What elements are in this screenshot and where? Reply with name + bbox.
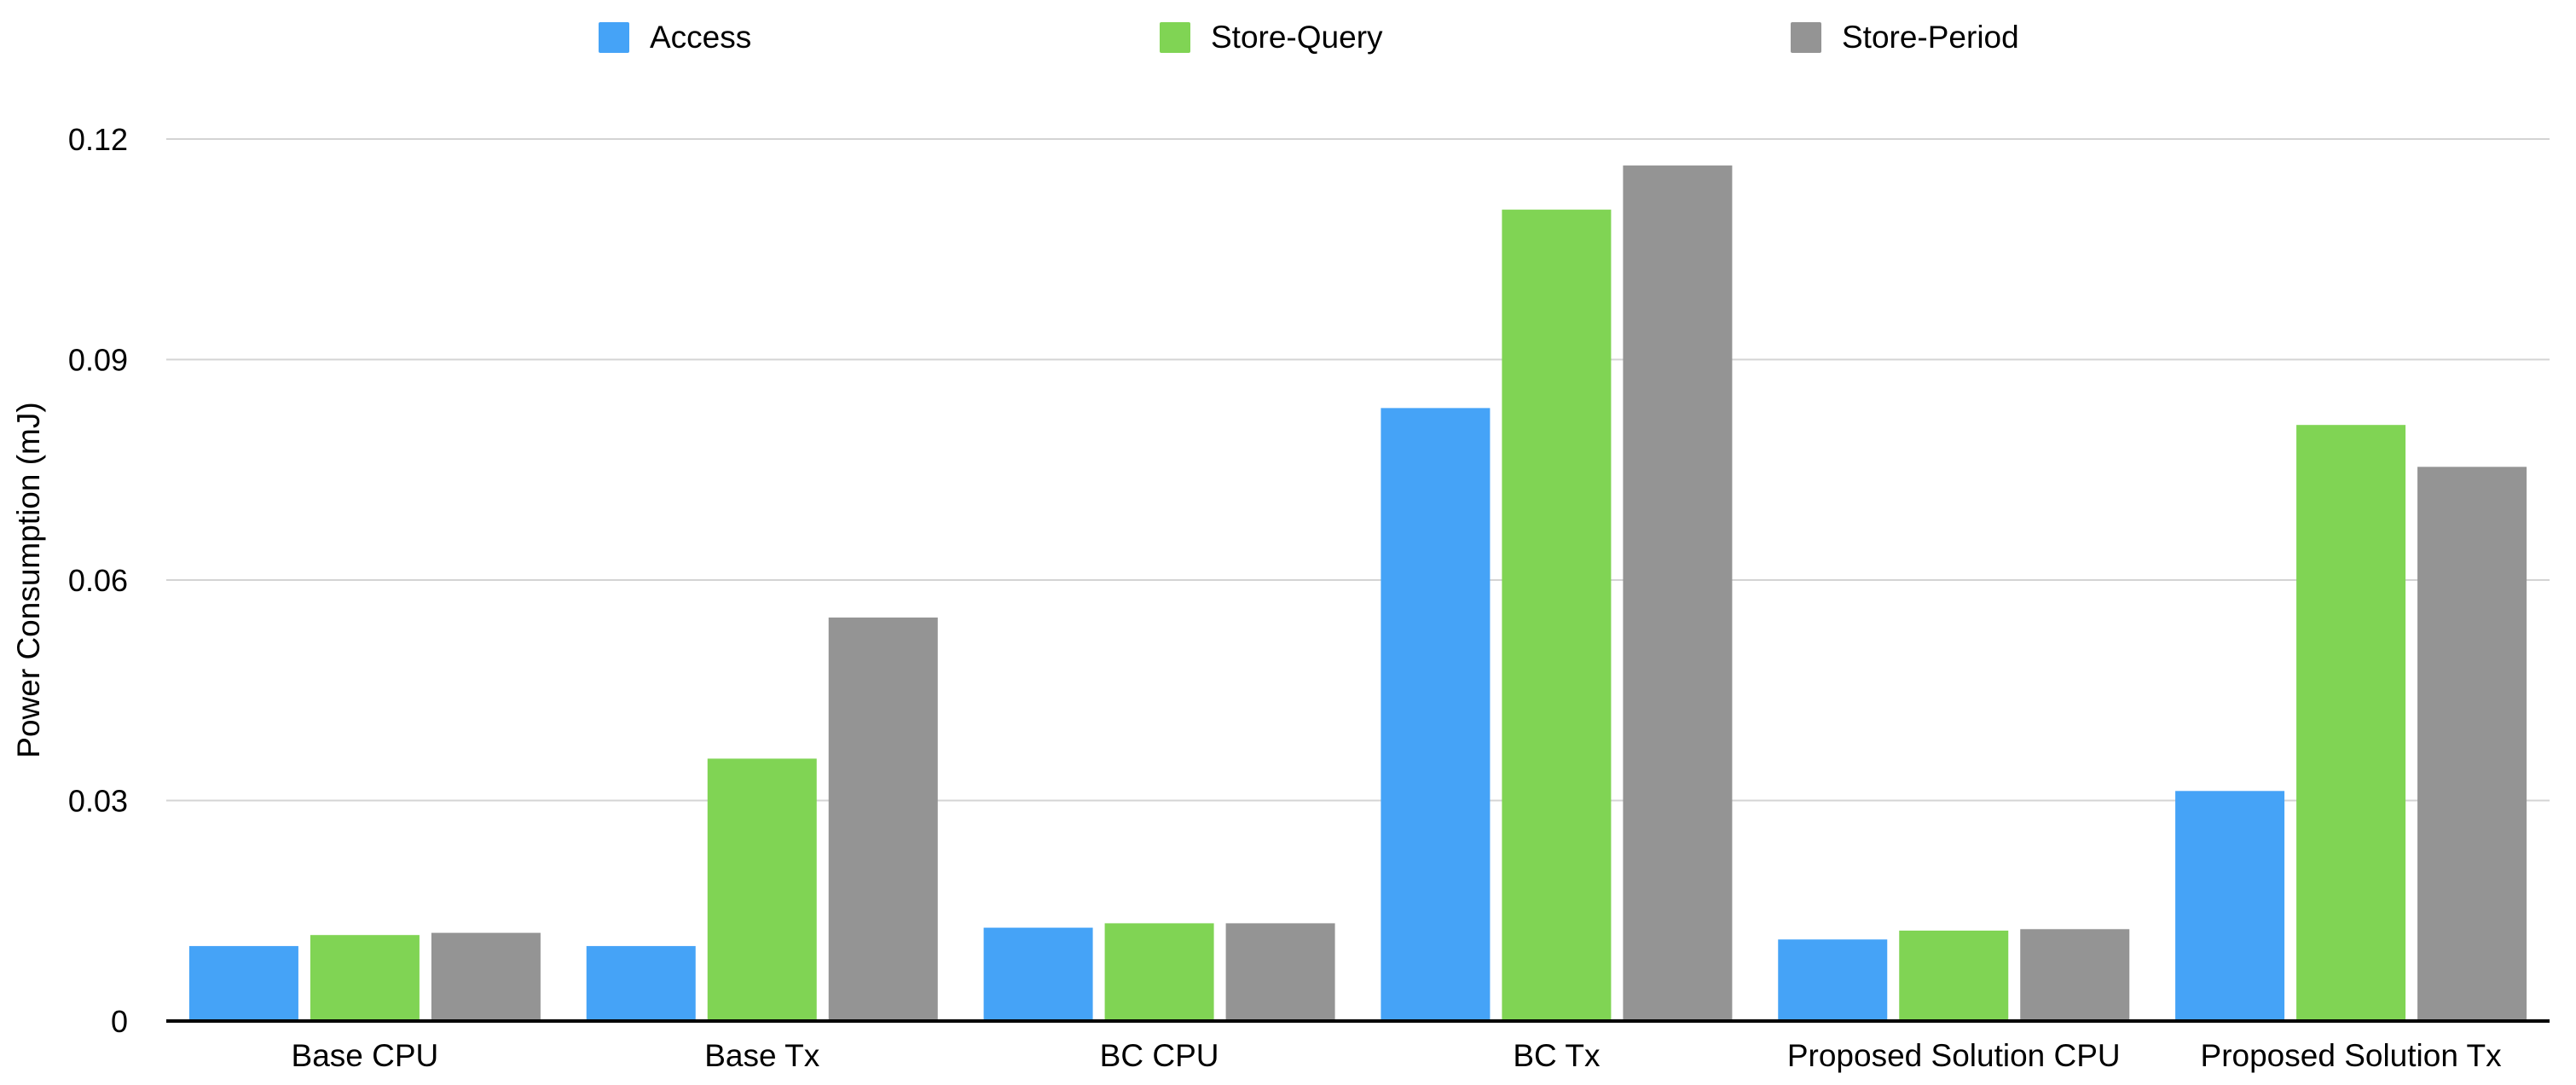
legend-swatch-access — [599, 22, 629, 53]
bar-store-query-0 — [310, 935, 420, 1021]
bar-store-query-3 — [1502, 209, 1612, 1022]
bar-access-2 — [983, 927, 1093, 1021]
bar-store-period-3 — [1623, 165, 1733, 1021]
chart-legend: Access Store-Query Store-Period — [0, 19, 2576, 56]
y-tick-labels: 0 0.03 0.06 0.09 0.12 — [68, 122, 128, 1039]
legend-item-store-query: Store-Query — [1160, 19, 1383, 56]
legend-label-store-period: Store-Period — [1842, 20, 2019, 55]
legend-swatch-store-period — [1791, 22, 1821, 53]
legend-label-store-query: Store-Query — [1211, 20, 1383, 55]
y-tick-label: 0.06 — [68, 563, 128, 598]
bars — [188, 165, 2527, 1022]
bar-access-0 — [188, 946, 298, 1021]
x-tick-label: BC CPU — [1100, 1038, 1219, 1073]
bar-access-5 — [2175, 791, 2285, 1021]
bar-store-query-2 — [1104, 923, 1214, 1021]
bar-store-query-1 — [707, 758, 817, 1021]
y-tick-label: 0.09 — [68, 343, 128, 378]
bar-store-period-0 — [431, 932, 541, 1021]
x-tick-labels: Base CPU Base Tx BC CPU BC Tx Proposed Solut… — [292, 1038, 2503, 1073]
legend-item-store-period: Store-Period — [1791, 19, 2019, 56]
bar-access-4 — [1778, 939, 1888, 1021]
bar-store-period-1 — [828, 617, 938, 1021]
x-tick-label: Proposed Solution Tx — [2201, 1038, 2503, 1073]
y-tick-label: 0.12 — [68, 122, 128, 157]
y-tick-label: 0 — [111, 1004, 128, 1039]
bar-store-period-4 — [2020, 929, 2130, 1021]
legend-label-access: Access — [650, 20, 752, 55]
legend-item-access: Access — [599, 19, 751, 56]
y-axis-label: Power Consumption (mJ) — [11, 402, 46, 757]
gridlines — [166, 138, 2550, 802]
bar-store-query-5 — [2296, 425, 2406, 1021]
x-tick-label: Proposed Solution CPU — [1787, 1038, 2121, 1073]
x-tick-label: Base CPU — [292, 1038, 439, 1073]
bar-access-3 — [1381, 408, 1491, 1021]
bar-store-period-5 — [2417, 467, 2527, 1021]
y-tick-label: 0.03 — [68, 784, 128, 819]
legend-swatch-store-query — [1160, 22, 1190, 53]
x-tick-label: Base Tx — [704, 1038, 820, 1073]
bar-store-query-4 — [1899, 931, 2009, 1021]
bar-store-period-2 — [1225, 923, 1335, 1021]
x-tick-label: BC Tx — [1513, 1038, 1601, 1073]
bar-access-1 — [586, 946, 696, 1021]
